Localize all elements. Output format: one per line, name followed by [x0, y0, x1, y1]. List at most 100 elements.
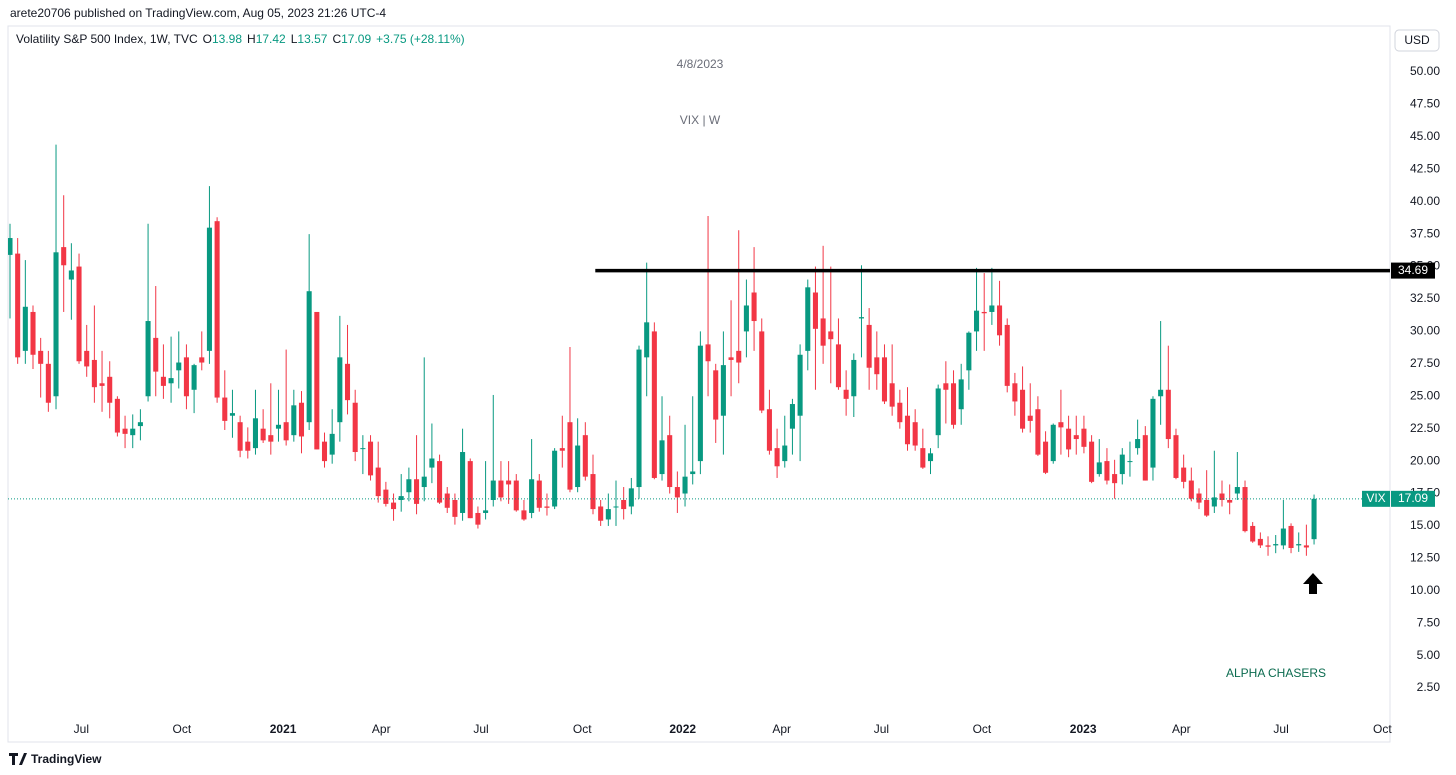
candle-body: [1043, 441, 1049, 473]
candle-body: [222, 397, 228, 421]
candle-body: [15, 253, 21, 358]
candle-body: [329, 433, 335, 455]
candle-body: [690, 471, 696, 475]
x-tick-label: 2021: [270, 722, 297, 736]
candle-body: [229, 413, 235, 416]
candle-body: [314, 311, 320, 450]
level-label-box: [1391, 262, 1435, 279]
candle-body: [1303, 545, 1309, 548]
last-price-name-box: [1362, 490, 1390, 507]
y-tick-label: 47.50: [1410, 97, 1440, 111]
candle-body: [68, 270, 74, 280]
candle-body: [337, 357, 343, 423]
candle-body: [283, 422, 289, 441]
candle-body: [912, 422, 918, 446]
candle-body: [881, 357, 888, 402]
candle-body: [743, 305, 749, 332]
candle-body: [275, 424, 282, 429]
candle-body: [582, 435, 588, 477]
x-tick-label: Oct: [573, 722, 592, 736]
candle-body: [943, 383, 949, 390]
candle-body: [858, 317, 865, 319]
candle-body: [122, 428, 128, 434]
y-tick-label: 32.50: [1410, 291, 1440, 305]
y-tick-label: 7.50: [1417, 615, 1441, 629]
candle-body: [1089, 441, 1095, 482]
x-tick-label: Jul: [874, 722, 889, 736]
candle-body: [199, 357, 205, 363]
candle-body: [321, 441, 328, 462]
candle-body: [1096, 462, 1102, 475]
candle-body: [659, 440, 665, 475]
candle-body: [974, 310, 980, 332]
candle-body: [736, 350, 742, 363]
candle-body: [1112, 474, 1118, 484]
y-tick-label: 37.50: [1410, 226, 1440, 240]
candle-body: [705, 344, 711, 362]
candle-body: [145, 321, 151, 397]
candle-body: [1142, 435, 1148, 481]
candle-body: [552, 450, 558, 507]
x-tick-label: Oct: [172, 722, 191, 736]
candle-body: [38, 350, 44, 364]
x-tick-label: Apr: [372, 722, 391, 736]
candle-body: [114, 398, 120, 433]
close-value: 17.09: [341, 32, 371, 46]
candle-body: [1158, 389, 1164, 397]
candle-body: [920, 448, 926, 468]
candle-body: [414, 479, 420, 504]
candle-body: [268, 435, 274, 442]
candle-body: [45, 363, 51, 403]
candle-body: [53, 252, 59, 397]
candle-body: [1227, 500, 1233, 503]
candle-body: [306, 291, 312, 423]
candle-body: [544, 506, 550, 508]
candle-body: [153, 337, 159, 372]
low-value: 13.57: [297, 32, 327, 46]
candle-body: [1012, 383, 1018, 402]
candle-body: [1004, 324, 1010, 386]
candle-body: [1273, 544, 1279, 546]
currency-button[interactable]: [1394, 29, 1440, 52]
ohlc-letter: H: [247, 32, 256, 46]
candle-body: [99, 383, 105, 386]
candle-body: [1073, 435, 1079, 440]
x-tick-label: Jul: [473, 722, 488, 736]
candle-body: [989, 305, 995, 312]
candle-body: [429, 458, 435, 468]
candle-body: [84, 350, 90, 367]
candle-body: [667, 435, 673, 488]
candle-body: [1104, 461, 1110, 481]
candle-body: [252, 418, 258, 449]
candle-body: [843, 389, 849, 399]
candle-body: [805, 287, 811, 351]
candle-body: [1242, 487, 1248, 532]
candle-body: [651, 331, 657, 478]
candle-body: [1196, 493, 1202, 503]
candle-body: [498, 480, 504, 498]
candle-body: [904, 415, 911, 445]
candle-body: [636, 349, 642, 488]
x-tick-label: 2023: [1070, 722, 1097, 736]
y-tick-label: 45.00: [1410, 129, 1440, 143]
candle-body: [160, 376, 166, 386]
open-value: 13.98: [212, 32, 242, 46]
candle-body: [789, 404, 795, 429]
currency-label[interactable]: USD: [1404, 33, 1430, 47]
candle-body: [697, 345, 703, 462]
y-tick-label: 40.00: [1410, 194, 1440, 208]
candle-body: [1211, 497, 1217, 507]
candle-body: [490, 480, 496, 501]
candle-body: [360, 448, 366, 450]
candle-body: [628, 488, 634, 507]
candle-body: [935, 388, 941, 436]
candle-body: [460, 452, 466, 513]
annotation: ALPHA CHASERS: [1226, 666, 1326, 680]
y-tick-label: 10.00: [1410, 583, 1440, 597]
candle-body: [1219, 493, 1225, 501]
candle-body: [889, 383, 895, 407]
candle-body: [1265, 545, 1271, 547]
candle-body: [168, 378, 174, 384]
